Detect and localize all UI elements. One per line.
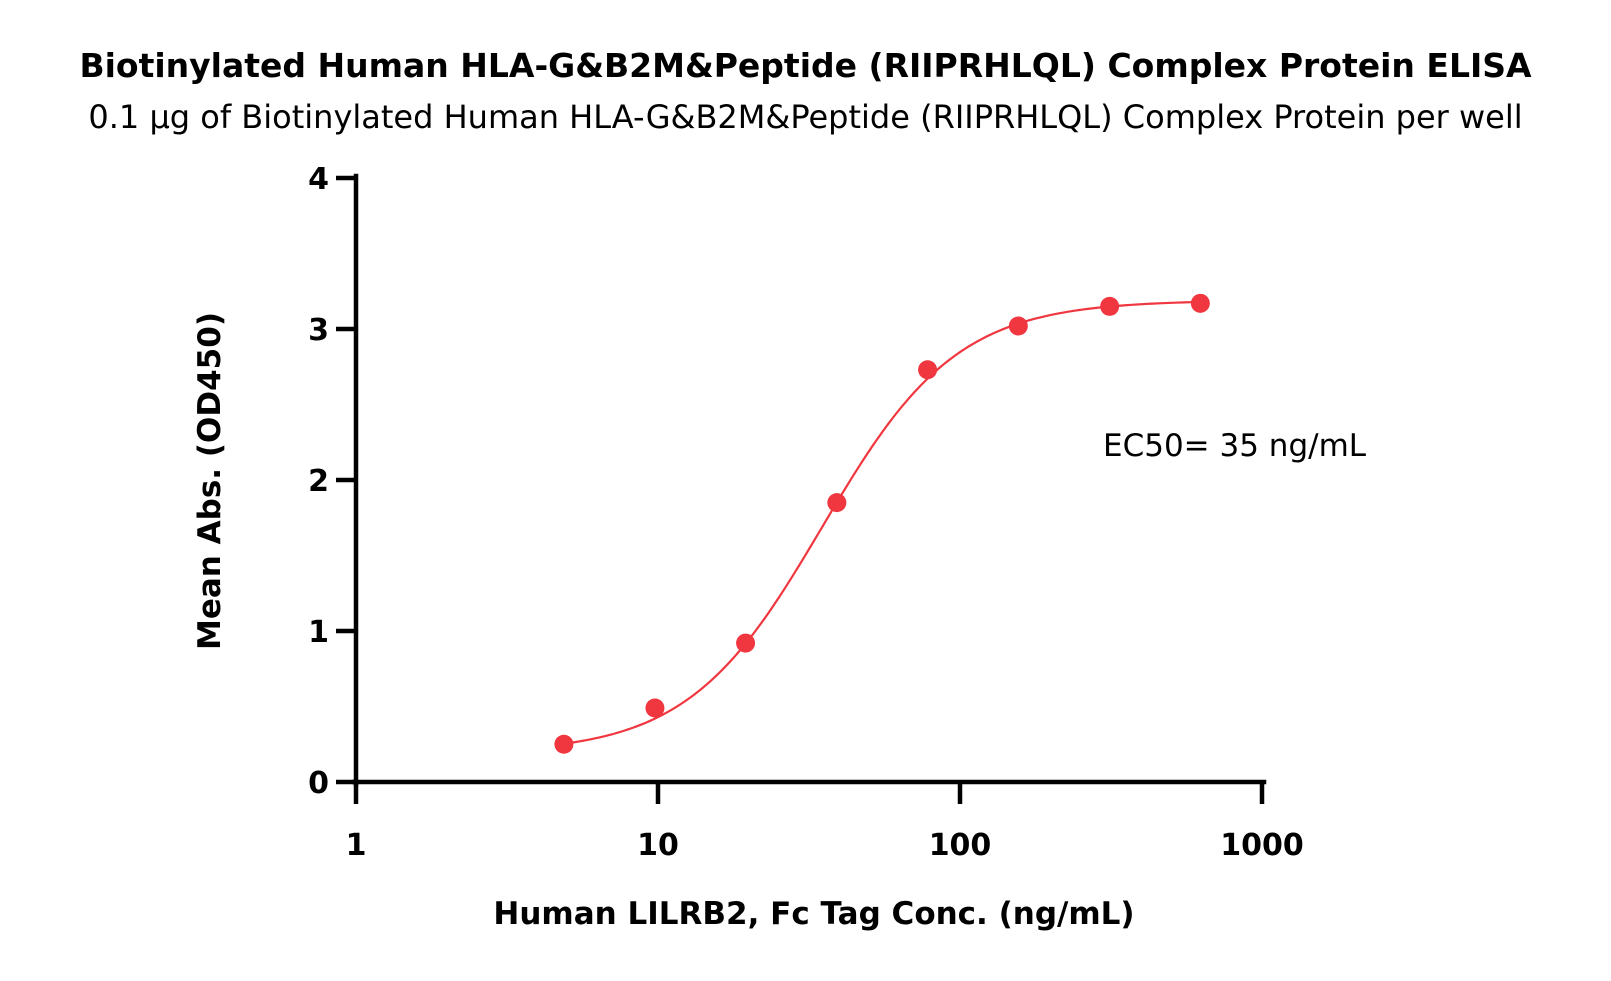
- x-tick-label: 100: [929, 828, 992, 863]
- chart-title: Biotinylated Human HLA-G&B2M&Peptide (RI…: [79, 46, 1532, 85]
- x-axis-label: Human LILRB2, Fc Tag Conc. (ng/mL): [493, 896, 1134, 932]
- data-point: [827, 493, 847, 513]
- x-tick-label: 1000: [1220, 828, 1304, 863]
- chart-subtitle: 0.1 µg of Biotinylated Human HLA-G&B2M&P…: [88, 98, 1523, 136]
- y-tick-label: 1: [308, 615, 329, 650]
- data-point: [645, 698, 665, 718]
- data-point: [554, 734, 574, 754]
- y-tick-label: 2: [308, 464, 329, 499]
- axes: [351, 173, 1267, 787]
- data-point: [1190, 293, 1210, 313]
- fit-curve: [563, 300, 1201, 745]
- data-point: [1100, 296, 1120, 316]
- x-tick-label: 1: [346, 828, 367, 863]
- data-point: [1008, 316, 1028, 336]
- x-tick-label: 10: [637, 828, 679, 863]
- data-point: [736, 633, 756, 653]
- ec50-annotation: EC50= 35 ng/mL: [1103, 428, 1367, 464]
- y-axis-label: Mean Abs. (OD450): [192, 312, 228, 650]
- data-point: [918, 360, 938, 380]
- data-points: [554, 293, 1210, 754]
- y-tick-label: 0: [308, 766, 329, 801]
- y-tick-label: 3: [308, 313, 329, 348]
- y-tick-label: 4: [308, 162, 329, 197]
